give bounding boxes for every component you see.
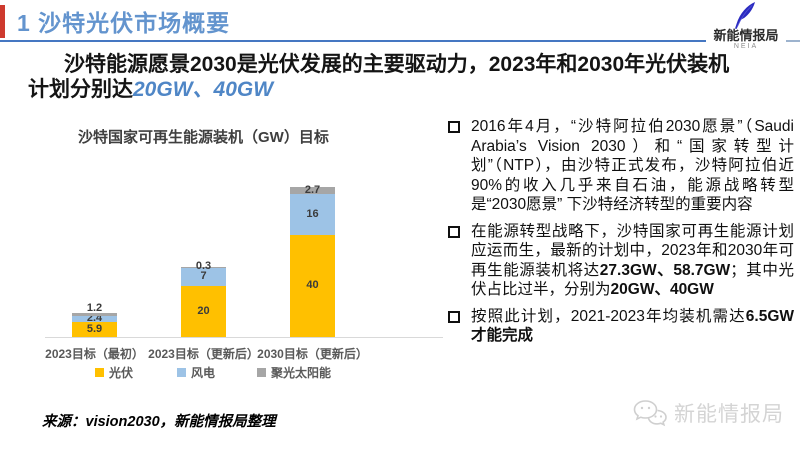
bullet-text: 6.5GW才能完成 [471,307,794,345]
data-label: 16 [306,207,319,220]
bullet-text: ；其中光伏占比过半，分别为 [471,261,794,299]
wechat-watermark: 新能情报局 [633,398,784,428]
key-points-panel: 2016年4月，“沙特阿拉伯2030愿景”（Saudi Arabia’s Vis… [448,117,794,353]
bullet-square-icon [448,225,460,238]
x-axis-label: 2030目标（更新后） [257,347,368,361]
data-label: 0.3 [195,260,212,273]
brand-name: 新能情报局 [713,28,779,43]
headline-segment: 沙特能源愿景2030是光伏发展的主要驱动力，2023年和2030年光伏装机计划分… [28,53,730,101]
header-rule-right [786,40,800,42]
data-label: 7 [200,270,207,283]
x-axis-line [45,337,443,338]
legend-swatch-icon [257,368,266,377]
x-axis-label: 2023目标（最初） [45,347,144,361]
headline-segment: 20GW、40GW [133,78,274,101]
bullet-text: 在能源转型战略下，沙特国家可再生能源计划应运而生，最新的计划中，2023年和20… [471,222,794,279]
bar-segment-聚光太阳能 [290,187,335,194]
data-label: 2.4 [86,312,103,325]
bullet-text: 2016年4月，“沙特阿拉伯2030愿景”（Saudi Arabia’s Vis… [471,118,794,213]
bar-segment-光伏 [72,321,117,337]
legend-swatch-icon [177,368,186,377]
data-label: 5.9 [86,322,103,335]
chart-title: 沙特国家可再生能源装机（GW）目标 [78,129,329,146]
bar-segment-光伏 [181,285,226,337]
page-title: 1 沙特光伏市场概要 [17,10,231,36]
bullet-item: 2016年4月，“沙特阿拉伯2030愿景”（Saudi Arabia’s Vis… [448,117,794,215]
bar-segment-聚光太阳能 [72,312,117,316]
bullet-text: 27.3GW、58.7GW [599,261,731,279]
bullet-item: 按照此计划，2021-2023年均装机需达6.5GW才能完成 [448,307,794,346]
title-accent-bar [0,5,5,38]
bar-segment-风电 [290,193,335,235]
bar-segment-聚光太阳能 [181,267,226,268]
source-note: 来源：vision2030，新能情报局整理 [42,414,276,430]
bar-segment-风电 [181,268,226,286]
bar-segment-风电 [72,315,117,322]
legend-item-光伏: 光伏 [95,364,133,380]
x-axis-label: 2023目标（更新后） [148,347,259,361]
legend-item-聚光太阳能: 聚光太阳能 [257,364,331,380]
watermark-text: 新能情报局 [674,403,784,426]
bullet-text: 按照此计划，2021-2023年均装机需达 [471,307,746,325]
feather-icon [735,2,755,29]
bullet-text: 20GW、40GW [610,281,714,298]
bullet-square-icon [448,121,460,133]
data-label: 1.2 [86,302,103,315]
legend-label: 风电 [191,366,216,380]
data-label: 40 [306,279,319,292]
legend-item-风电: 风电 [177,364,215,380]
renewables-target-chart: 沙特国家可再生能源装机（GW）目标 5.9 2.4 1.2 2023目标（最初） 20 7… [45,118,445,410]
legend-swatch-icon [95,368,104,377]
data-label: 20 [197,304,210,317]
legend-label: 光伏 [109,366,134,380]
bullet-item: 在能源转型战略下，沙特国家可再生能源计划应运而生，最新的计划中，2023年和20… [448,222,794,300]
headline: 沙特能源愿景2030是光伏发展的主要驱动力，2023年和2030年光伏装机计划分… [28,52,748,102]
bullet-square-icon [448,310,460,323]
data-label: 2.7 [304,183,321,196]
bar-segment-光伏 [290,234,335,337]
wechat-icon [633,400,667,427]
brand-logo: 新能情报局 NEIA [700,0,792,51]
brand-subname: NEIA [733,43,759,50]
legend-label: 聚光太阳能 [271,366,332,380]
header-rule [0,40,706,42]
